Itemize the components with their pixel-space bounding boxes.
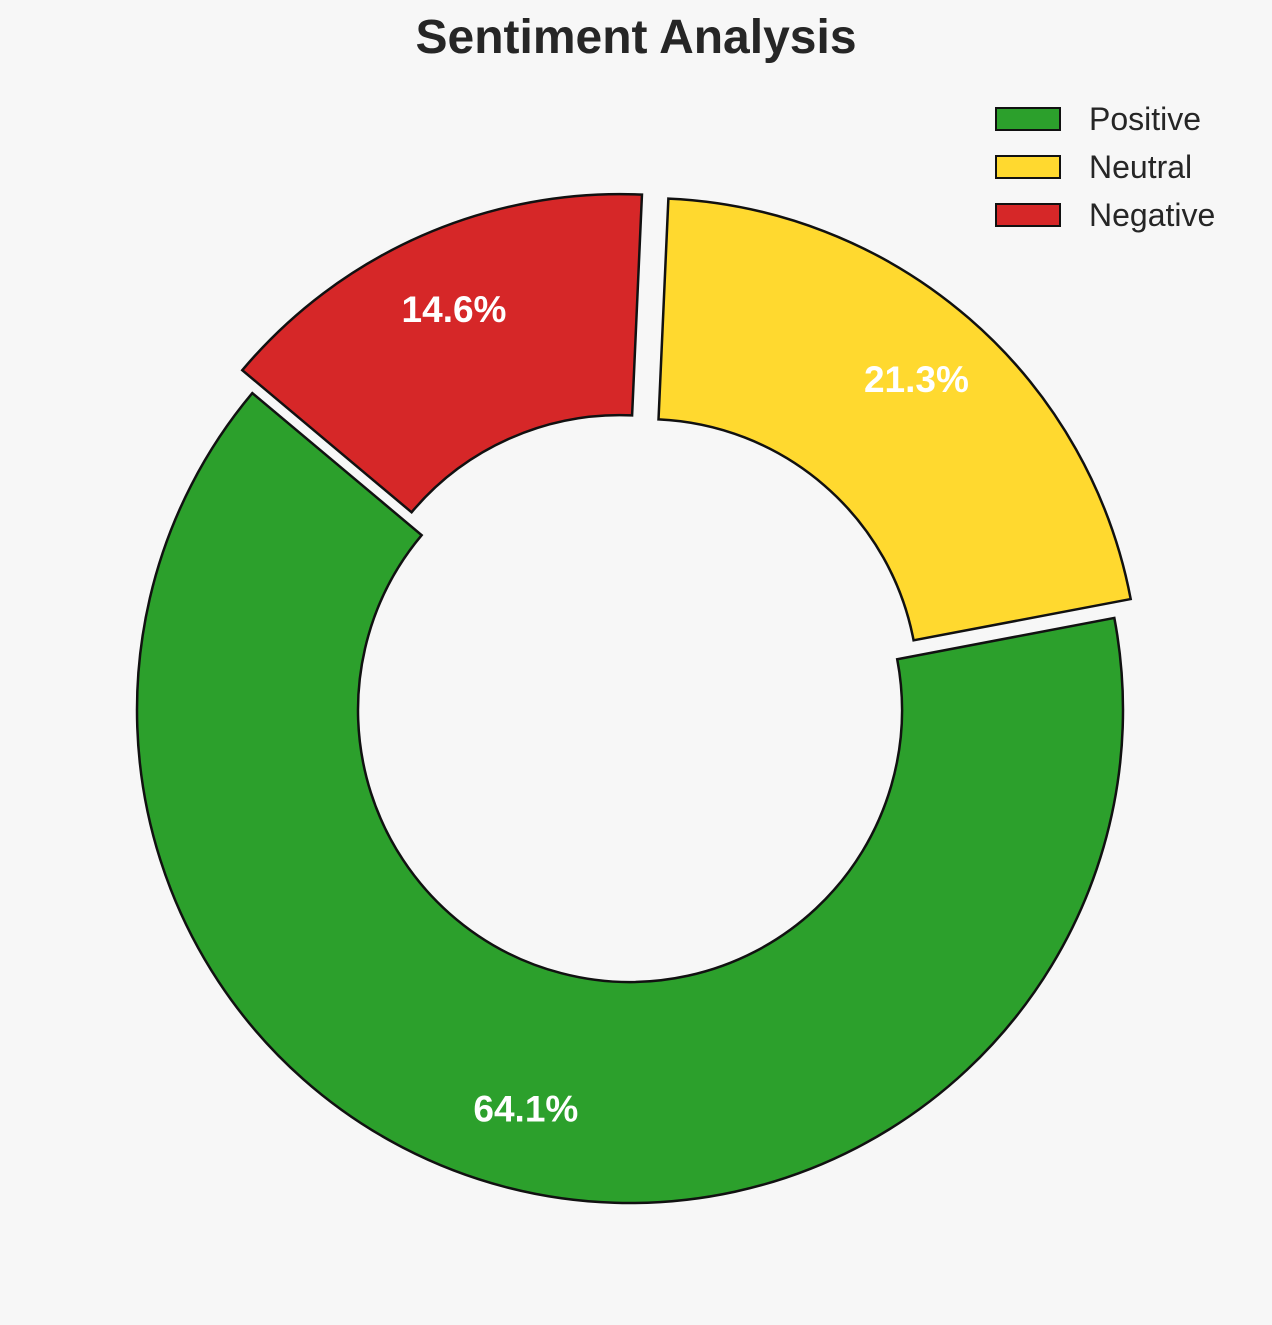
legend-item-neutral: Neutral — [995, 143, 1215, 191]
legend-item-positive: Positive — [995, 95, 1215, 143]
slice-label-positive: 64.1% — [473, 1089, 578, 1130]
legend-item-negative: Negative — [995, 191, 1215, 239]
legend-swatch-negative — [995, 203, 1061, 227]
chart-title: Sentiment Analysis — [415, 11, 857, 64]
legend-swatch-positive — [995, 107, 1061, 131]
legend: Positive Neutral Negative — [995, 95, 1215, 239]
slice-positive — [135, 391, 1125, 1205]
legend-label-neutral: Neutral — [1089, 148, 1193, 185]
legend-label-negative: Negative — [1089, 196, 1216, 233]
labels-group: 64.1% 21.3% 14.6% — [402, 289, 969, 1130]
slice-label-neutral: 21.3% — [864, 359, 969, 400]
slices-group — [135, 192, 1133, 1205]
slice-neutral — [657, 197, 1133, 642]
legend-swatch-neutral — [995, 155, 1061, 179]
legend-label-positive: Positive — [1089, 100, 1202, 137]
slice-label-negative: 14.6% — [402, 289, 507, 330]
slice-negative — [240, 192, 644, 515]
